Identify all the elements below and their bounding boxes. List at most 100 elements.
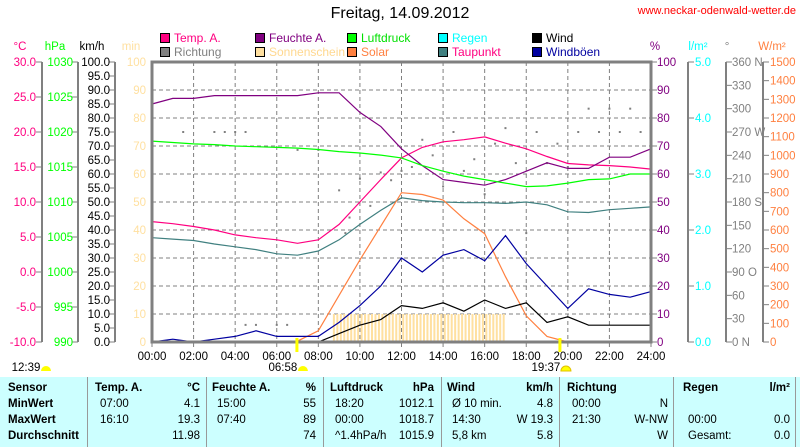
direction-point (344, 232, 347, 235)
table-header-cell: °C (187, 382, 200, 394)
temp-tick-label: 25.0 (14, 92, 36, 104)
wind-tick-label: 25.0 (88, 267, 110, 279)
wind-tick-label: 30.0 (88, 253, 110, 265)
x-tick-label: 12:00 (387, 351, 416, 363)
table-cell: Durchschnitt (8, 430, 79, 442)
sunshine-tick-label: 60 (133, 169, 146, 181)
legend-label: Sonnenschein (269, 45, 346, 59)
legend-item: Temp. A. (160, 31, 221, 45)
sunshine-bar (398, 314, 401, 342)
direction-point (608, 107, 611, 110)
direction-tick-label: 210 (732, 174, 751, 186)
site-url-link[interactable]: www.neckar-odenwald-wetter.de (637, 5, 796, 17)
solar-tick-label: 1400 (770, 76, 796, 88)
direction-point (369, 204, 372, 207)
legend-swatch (255, 33, 265, 43)
table-header-cell: Temp. A. (95, 382, 143, 394)
table-cell: 4.8 (537, 398, 553, 410)
direction-point (504, 127, 507, 130)
legend-label: Richtung (174, 45, 222, 59)
sunshine-bar (384, 314, 387, 342)
solar-tick-label: 700 (770, 206, 789, 218)
legend-item: Sonnenschein (255, 45, 345, 59)
sunshine-bar (443, 314, 446, 342)
solar-tick-label: 600 (770, 225, 789, 237)
table-cell: 4.1 (184, 398, 200, 410)
table-cell: 0.0 (774, 430, 790, 442)
x-tick-label: 00:00 (138, 351, 167, 363)
series-line-windb-en (151, 234, 652, 343)
table-cell: 1012.1 (398, 398, 434, 410)
table-cell: 00:00 (688, 414, 717, 426)
legend-item: Feuchte A. (255, 31, 326, 45)
sunshine-bar (381, 314, 384, 342)
sunshine-bar (357, 314, 360, 342)
x-tick-label: 08:00 (304, 351, 333, 363)
sunshine-bar (409, 314, 412, 342)
solar-tick-label: 1000 (770, 150, 796, 162)
humidity-tick-label: 0 (657, 337, 663, 349)
legend-label: Luftdruck (361, 31, 411, 45)
sunshine-bar (461, 314, 464, 342)
direction-point (223, 131, 226, 133)
table-header-cell: % (305, 382, 316, 394)
direction-point (598, 131, 601, 133)
direction-point (587, 107, 590, 110)
wind-tick-label: 85.0 (88, 99, 110, 111)
wind-tick-label: 60.0 (88, 169, 110, 181)
sunshine-bar (454, 314, 457, 342)
table-header-cell: Sensor (8, 382, 47, 394)
legend-swatch (255, 47, 265, 57)
sunshine-bar (488, 314, 491, 342)
direction-point (254, 323, 257, 326)
humidity-tick-label: 30 (657, 253, 670, 265)
sunshine-bar (492, 314, 495, 342)
x-tick-label: 04:00 (221, 351, 250, 363)
humidity-tick-label: 70 (657, 141, 670, 153)
direction-point (577, 131, 580, 133)
legend-label: Taupunkt (452, 45, 501, 59)
legend-swatch (532, 47, 542, 57)
table-separator (323, 377, 324, 447)
sunshine-bar (374, 314, 377, 342)
humidity-tick-label: 80 (657, 113, 670, 125)
table-cell: 00:00 (335, 414, 364, 426)
table-cell: 07:40 (217, 414, 246, 426)
direction-point (462, 169, 465, 172)
direction-point (244, 131, 247, 133)
temp-unit-label: °C (14, 41, 27, 53)
sunshine-bar (412, 314, 415, 342)
wind-tick-label: 50.0 (88, 197, 110, 209)
sunshine-bar (332, 314, 335, 342)
direction-point (566, 166, 569, 168)
pressure-tick-label: 995 (54, 302, 73, 314)
pressure-tick-label: 1025 (47, 92, 73, 104)
direction-tick-label: 150 (732, 220, 751, 232)
wind-tick-label: 10.0 (88, 309, 110, 321)
direction-tick-label: 300 (732, 104, 751, 116)
wind-tick-label: 5.0 (94, 323, 110, 335)
sunshine-bar (343, 314, 346, 342)
table-separator (559, 377, 560, 447)
solar-tick-label: 0 (770, 337, 776, 349)
temp-tick-label: 5.0 (20, 232, 36, 244)
wind-tick-label: 75.0 (88, 127, 110, 139)
direction-point (618, 131, 621, 133)
table-cell: 21:30 (572, 414, 601, 426)
sunshine-bar (495, 314, 498, 342)
humidity-unit-label: % (650, 41, 660, 53)
series-line-luftdruck (151, 140, 651, 188)
solar-tick-label: 200 (770, 300, 789, 312)
sunshine-bar (416, 314, 419, 342)
table-cell: N (659, 398, 668, 410)
solar-tick-label: 500 (770, 244, 789, 256)
legend-label: Solar (361, 45, 390, 59)
direction-point (431, 154, 434, 157)
direction-point (275, 323, 278, 326)
humidity-tick-label: 100 (657, 57, 676, 69)
wind-tick-label: 90.0 (88, 85, 110, 97)
table-cell: 11.98 (172, 430, 200, 442)
sunshine-bar (426, 314, 429, 342)
table-cell: Gesamt: (688, 430, 732, 442)
direction-tick-label: 330 (732, 80, 751, 92)
